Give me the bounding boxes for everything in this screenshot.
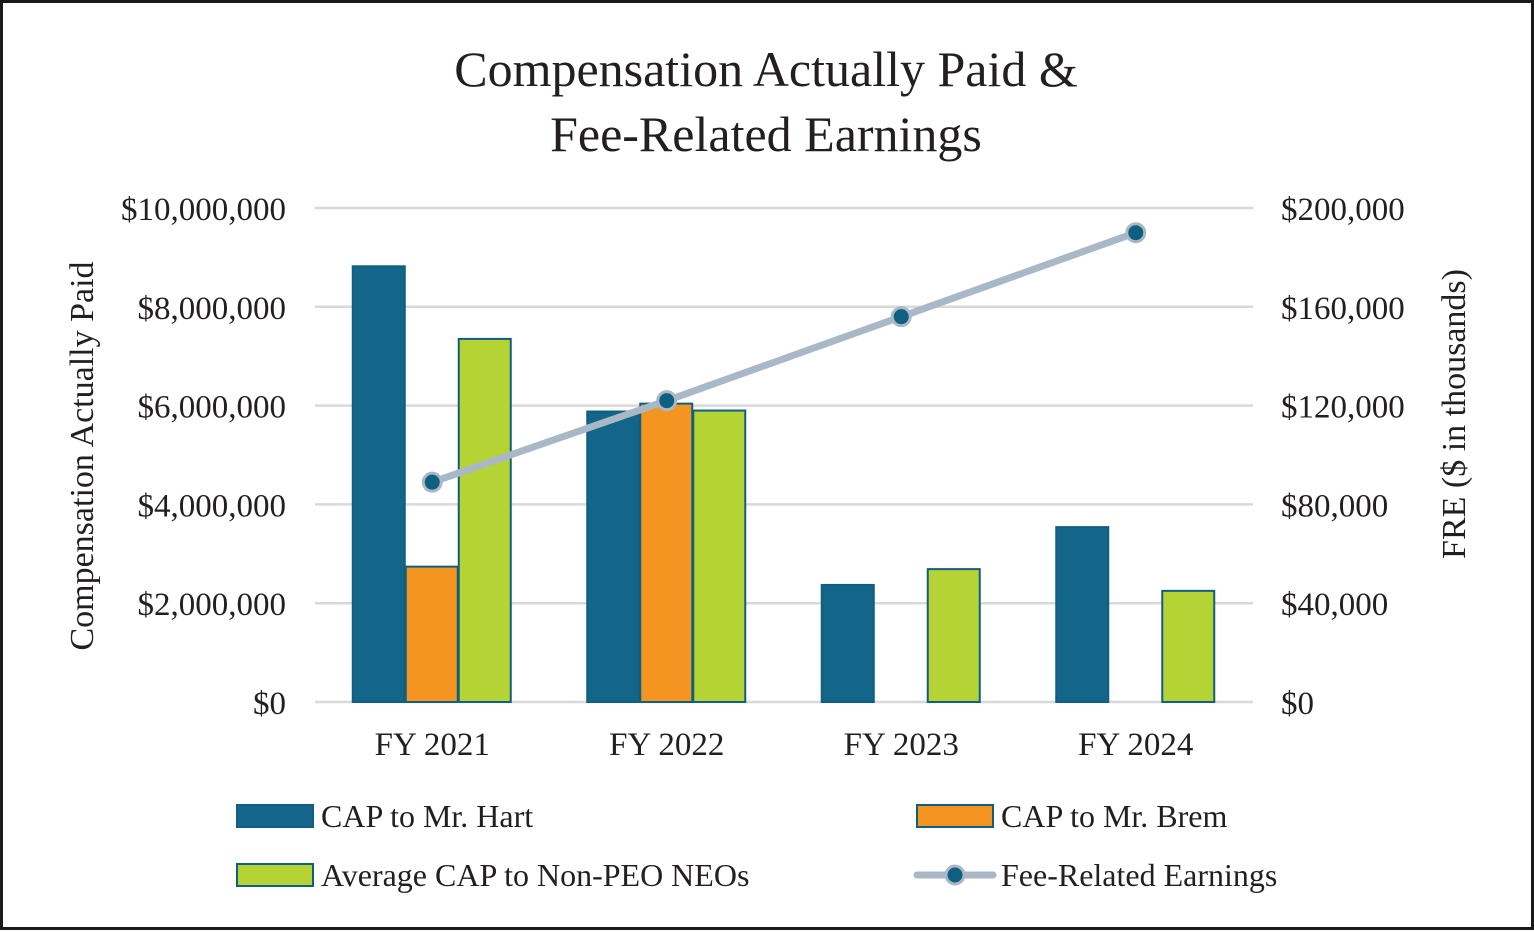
x-tick-label: FY 2022 — [609, 727, 724, 763]
legend-swatch — [916, 804, 994, 828]
fre-point-fy-2021 — [421, 471, 443, 493]
y-axis-title-left: Compensation Actually Paid — [64, 261, 101, 650]
x-tick-label: FY 2021 — [375, 727, 490, 763]
fre-point-fy-2022 — [656, 390, 678, 412]
legend-item-brem: CAP to Mr. Brem — [916, 798, 1228, 834]
legend-label: Average CAP to Non-PEO NEOs — [321, 857, 749, 893]
legend-swatch — [236, 804, 314, 828]
y-tick-label-left: $6,000,000 — [138, 390, 287, 426]
y-tick-label-left: $10,000,000 — [121, 192, 286, 228]
legend-label: CAP to Mr. Brem — [1001, 798, 1228, 834]
bar-hart-fy-2022 — [586, 410, 641, 703]
y-tick-label-right: $80,000 — [1281, 488, 1388, 524]
bar-non-peo-fy-2022 — [692, 409, 747, 703]
fre-point-fy-2023 — [890, 306, 912, 328]
fre-line-path — [428, 229, 1140, 486]
bar-brem-fy-2021 — [404, 565, 459, 703]
bar-non-peo-fy-2023 — [926, 568, 981, 704]
y-tick-label-right: $160,000 — [1281, 291, 1405, 327]
legend: CAP to Mr. Hart CAP to Mr. Brem Average CA… — [236, 798, 1277, 893]
legend-label: CAP to Mr. Hart — [321, 798, 533, 834]
x-tick-label: FY 2024 — [1078, 727, 1193, 763]
chart: Compensation Actually Paid & Fee-Related… — [64, 41, 1473, 893]
legend-item-hart: CAP to Mr. Hart — [236, 798, 533, 834]
y-tick-label-left: $4,000,000 — [138, 488, 287, 524]
x-axis: FY 2021 FY 2022 FY 2023 FY 2024 — [375, 727, 1194, 763]
legend-item-fre: Fee-Related Earnings — [913, 857, 1277, 893]
bar-hart-fy-2024 — [1055, 526, 1110, 704]
chart-title-line-1: Compensation Actually Paid & — [454, 41, 1078, 97]
legend-item-non-peo: Average CAP to Non-PEO NEOs — [236, 857, 749, 893]
legend-swatch — [236, 863, 314, 887]
bars — [351, 265, 1216, 704]
y-axis-title-right: FRE ($ in thousands) — [1436, 269, 1473, 559]
bar-non-peo-fy-2021 — [457, 337, 512, 703]
y-tick-label-right: $40,000 — [1281, 587, 1388, 623]
y-tick-label-right: $120,000 — [1281, 390, 1405, 426]
y-tick-label-right: $200,000 — [1281, 192, 1405, 228]
legend-label: Fee-Related Earnings — [1001, 857, 1277, 893]
chart-title-line-2: Fee-Related Earnings — [550, 106, 982, 162]
legend-swatch-marker — [944, 864, 966, 886]
bar-hart-fy-2023 — [820, 583, 875, 703]
y-tick-label-left: $2,000,000 — [138, 587, 287, 623]
y-tick-label-right: $0 — [1281, 686, 1314, 722]
x-tick-label: FY 2023 — [844, 727, 959, 763]
y-tick-label-left: $8,000,000 — [138, 291, 287, 327]
bar-hart-fy-2021 — [351, 265, 406, 703]
bar-brem-fy-2022 — [639, 402, 694, 703]
bar-non-peo-fy-2024 — [1161, 589, 1216, 703]
chart-title: Compensation Actually Paid & Fee-Related… — [454, 41, 1078, 162]
y-axis-right: $0 $40,000 $80,000 $120,000 $160,000 $200,000 — [1281, 192, 1405, 722]
y-axis-left: $0 $2,000,000 $4,000,000 $6,000,000 $8,000,0… — [121, 192, 286, 722]
fre-line — [421, 222, 1147, 493]
y-tick-label-left: $0 — [253, 686, 286, 722]
fre-point-fy-2024 — [1125, 222, 1147, 244]
